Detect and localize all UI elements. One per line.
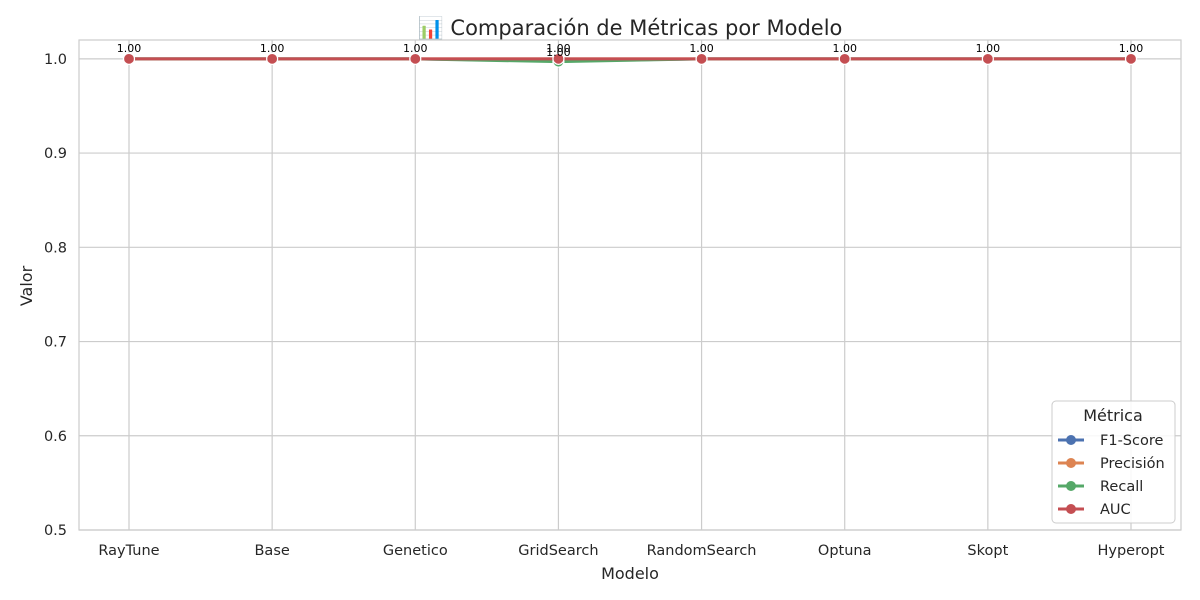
data-label: 1.00 [832,42,857,55]
legend-box [1051,400,1176,524]
data-point [1124,52,1138,65]
legend-swatch-marker [1066,458,1076,468]
x-tick-label: Hyperopt [1097,543,1164,559]
data-label: 1.00 [976,42,1001,55]
data-point [552,52,565,65]
y-tick-label: 0.5 [44,523,67,539]
y-tick-label: 0.7 [44,335,67,351]
data-point [409,52,422,65]
x-tick-label: Base [254,543,289,559]
legend-item: AUC [1058,502,1131,518]
x-tick-label: Skopt [967,543,1008,559]
data-label: 1.00 [546,46,571,59]
legend-item: Recall [1058,479,1143,495]
data-point [838,52,851,65]
data-label: 1.00 [546,42,571,55]
data-point [122,52,136,65]
y-tick-label: 0.9 [44,146,67,162]
legend-label: Precisión [1100,456,1165,472]
chart-title: 📊 Comparación de Métricas por Modelo [418,15,843,40]
data-label: 1.00 [403,42,428,55]
x-axis-label: Modelo [601,564,659,583]
y-axis-label: Valor [17,265,36,306]
legend-label: AUC [1100,502,1131,518]
data-point [695,52,708,65]
data-point [266,52,279,65]
series-auc [122,52,1138,65]
x-tick-label: Genetico [383,543,448,559]
legend-item: Precisión [1058,456,1165,472]
x-tick-label: GridSearch [518,543,598,559]
legend-title: Métrica [1083,406,1143,425]
x-tick-label: RayTune [98,543,159,559]
data-label: 1.00 [260,42,285,55]
data-point [981,52,994,65]
legend-swatch-marker [1066,435,1076,445]
legend: Métrica F1-Score Precisión Recall AUC [1051,400,1176,524]
data-label: 1.00 [689,42,714,55]
y-tick-label: 0.8 [44,240,67,256]
y-tick-label: 1.0 [44,52,67,68]
legend-swatch-marker [1066,481,1076,491]
data-label: 1.00 [117,42,142,55]
x-tick-label: Optuna [818,543,872,559]
legend-item: F1-Score [1058,433,1163,449]
legend-label: F1-Score [1100,433,1163,449]
plot-frame [78,39,1182,531]
y-tick-label: 0.6 [44,429,67,445]
legend-swatch-marker [1066,504,1076,514]
legend-label: Recall [1100,479,1143,495]
x-tick-label: RandomSearch [647,543,757,559]
data-label: 1.00 [1119,42,1144,55]
